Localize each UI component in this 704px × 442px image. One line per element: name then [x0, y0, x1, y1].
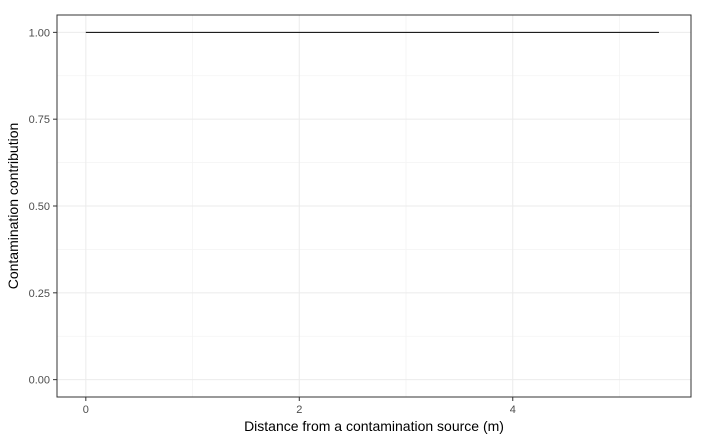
y-tick-label-1: 0.25 — [29, 288, 50, 300]
y-tick-label-3: 0.75 — [29, 114, 50, 126]
y-tick-label-2: 0.50 — [29, 201, 50, 213]
x-axis-ticks: 0 2 4 — [83, 397, 516, 416]
x-tick-label-1: 2 — [296, 404, 302, 416]
y-tick-label-0: 0.00 — [29, 375, 50, 387]
minor-gridlines — [57, 15, 691, 397]
y-tick-label-4: 1.00 — [29, 27, 50, 39]
x-axis-title: Distance from a contamination source (m) — [244, 418, 504, 434]
x-tick-label-2: 4 — [510, 404, 516, 416]
y-axis-title: Contamination contribution — [5, 123, 21, 290]
x-tick-label-0: 0 — [83, 404, 89, 416]
major-gridlines — [57, 15, 691, 397]
y-axis-ticks: 0.00 0.25 0.50 0.75 1.00 — [29, 27, 57, 387]
